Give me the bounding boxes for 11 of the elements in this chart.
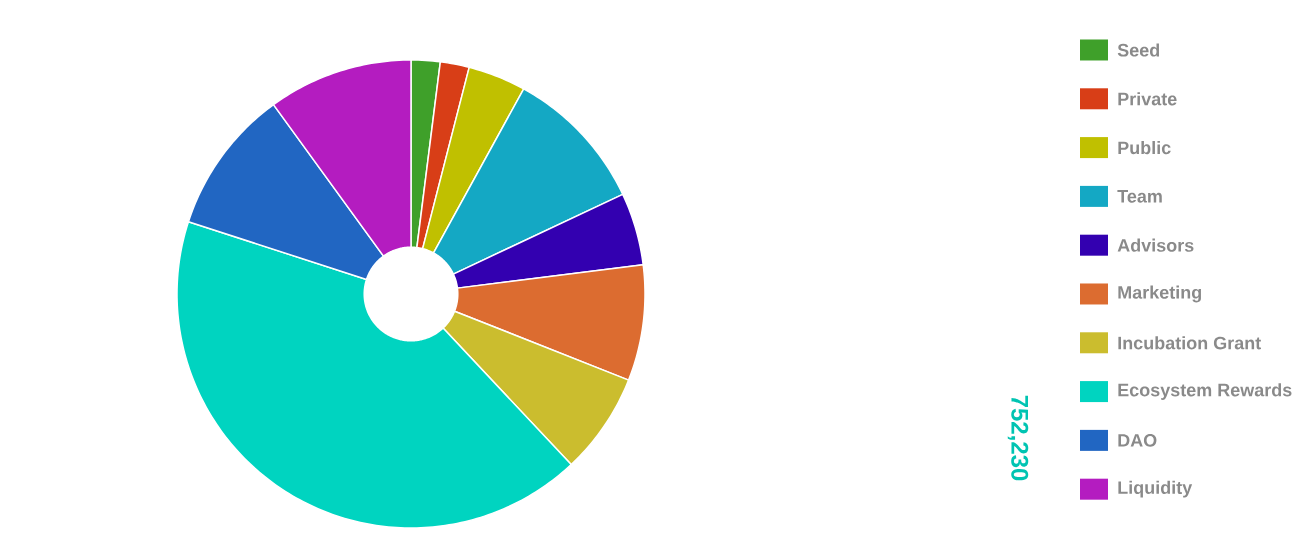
legend-label: Advisors [1117,238,1194,252]
legend-label: Marketing [1118,285,1202,303]
text: 752,230 [1007,395,1029,481]
legend-label: Team [1117,190,1162,203]
legend-label: Public [1118,140,1171,155]
legend-label: Private [1118,92,1177,106]
legend-label: Seed [1117,43,1160,57]
legend-label: Incubation Grant [1118,336,1261,350]
legend-label: Liquidity [1118,480,1193,498]
legend-label: Ecosystem Rewards [1118,383,1292,400]
legend-label: DAO [1118,434,1157,447]
